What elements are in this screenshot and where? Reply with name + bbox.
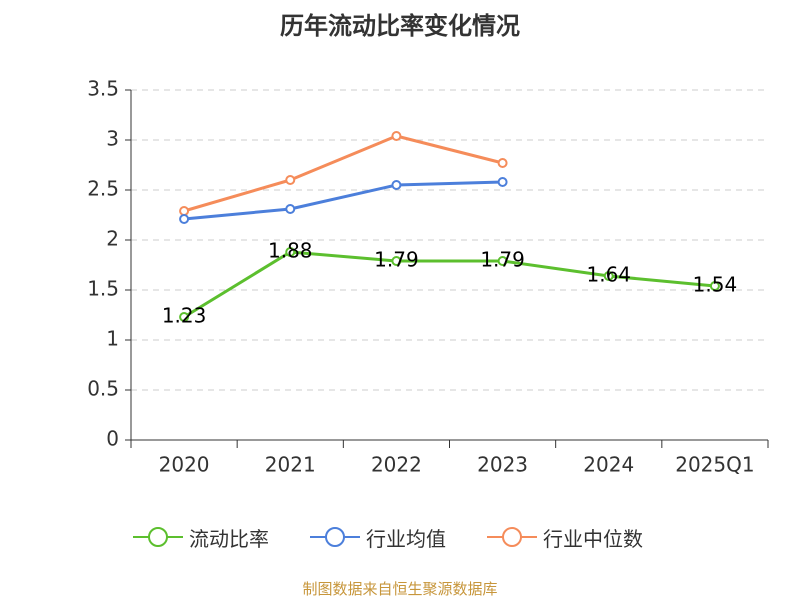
data-point-current-ratio (391, 256, 402, 266)
data-point-current-ratio (285, 247, 296, 257)
data-point-current-ratio (179, 312, 190, 322)
series-line-current-ratio (183, 250, 716, 319)
x-tick-label: 2020 (159, 453, 210, 477)
data-label: 1.79 (374, 248, 419, 272)
data-point-current-ratio (603, 271, 614, 281)
data-point-industry-mean (285, 204, 296, 214)
y-tick-label: 1.5 (87, 277, 119, 301)
data-point-industry-mean (497, 177, 508, 187)
x-tick-label: 2025Q1 (675, 453, 754, 477)
data-point-industry-median (179, 206, 190, 216)
data-label: 1.23 (162, 304, 207, 328)
series-line-industry-mean (183, 180, 503, 221)
data-point-current-ratio (497, 256, 508, 266)
y-tick-label: 0 (106, 427, 119, 451)
y-tick-label: 2.5 (87, 177, 119, 201)
data-point-industry-mean (179, 214, 190, 224)
source-note: 制图数据来自恒生聚源数据库 (302, 580, 498, 598)
data-label: 1.88 (268, 239, 313, 263)
legend-line-icon (133, 527, 183, 547)
data-label: 1.79 (480, 248, 525, 272)
legend: 流动比率 行业均值 行业中位数 (0, 520, 800, 554)
legend-line-icon (310, 527, 360, 547)
legend-item-industry-mean[interactable]: 行业均值 (310, 520, 446, 554)
legend-line-icon (487, 527, 537, 547)
data-point-industry-median (391, 131, 402, 141)
y-tick-label: 3.5 (87, 77, 119, 101)
y-tick-label: 2 (106, 227, 119, 251)
y-tick-label: 1 (106, 327, 119, 351)
x-tick-label: 2023 (477, 453, 528, 477)
legend-item-industry-median[interactable]: 行业中位数 (487, 520, 643, 554)
data-point-industry-median (497, 158, 508, 168)
x-tick-label: 2024 (583, 453, 634, 477)
data-point-industry-median (285, 175, 296, 185)
data-label: 1.64 (586, 263, 631, 287)
chart-title: 历年流动比率变化情况 (280, 12, 520, 40)
legend-label: 行业中位数 (543, 526, 643, 551)
data-label: 1.54 (693, 273, 738, 297)
legend-label: 流动比率 (189, 526, 269, 551)
legend-item-current-ratio[interactable]: 流动比率 (133, 520, 269, 554)
data-point-current-ratio (709, 281, 720, 291)
y-tick-label: 0.5 (87, 377, 119, 401)
x-tick-label: 2021 (265, 453, 316, 477)
data-point-industry-mean (391, 180, 402, 190)
series-line-industry-median (183, 134, 503, 213)
y-tick-label: 3 (106, 127, 119, 151)
x-tick-label: 2022 (371, 453, 422, 477)
legend-label: 行业均值 (366, 526, 446, 551)
